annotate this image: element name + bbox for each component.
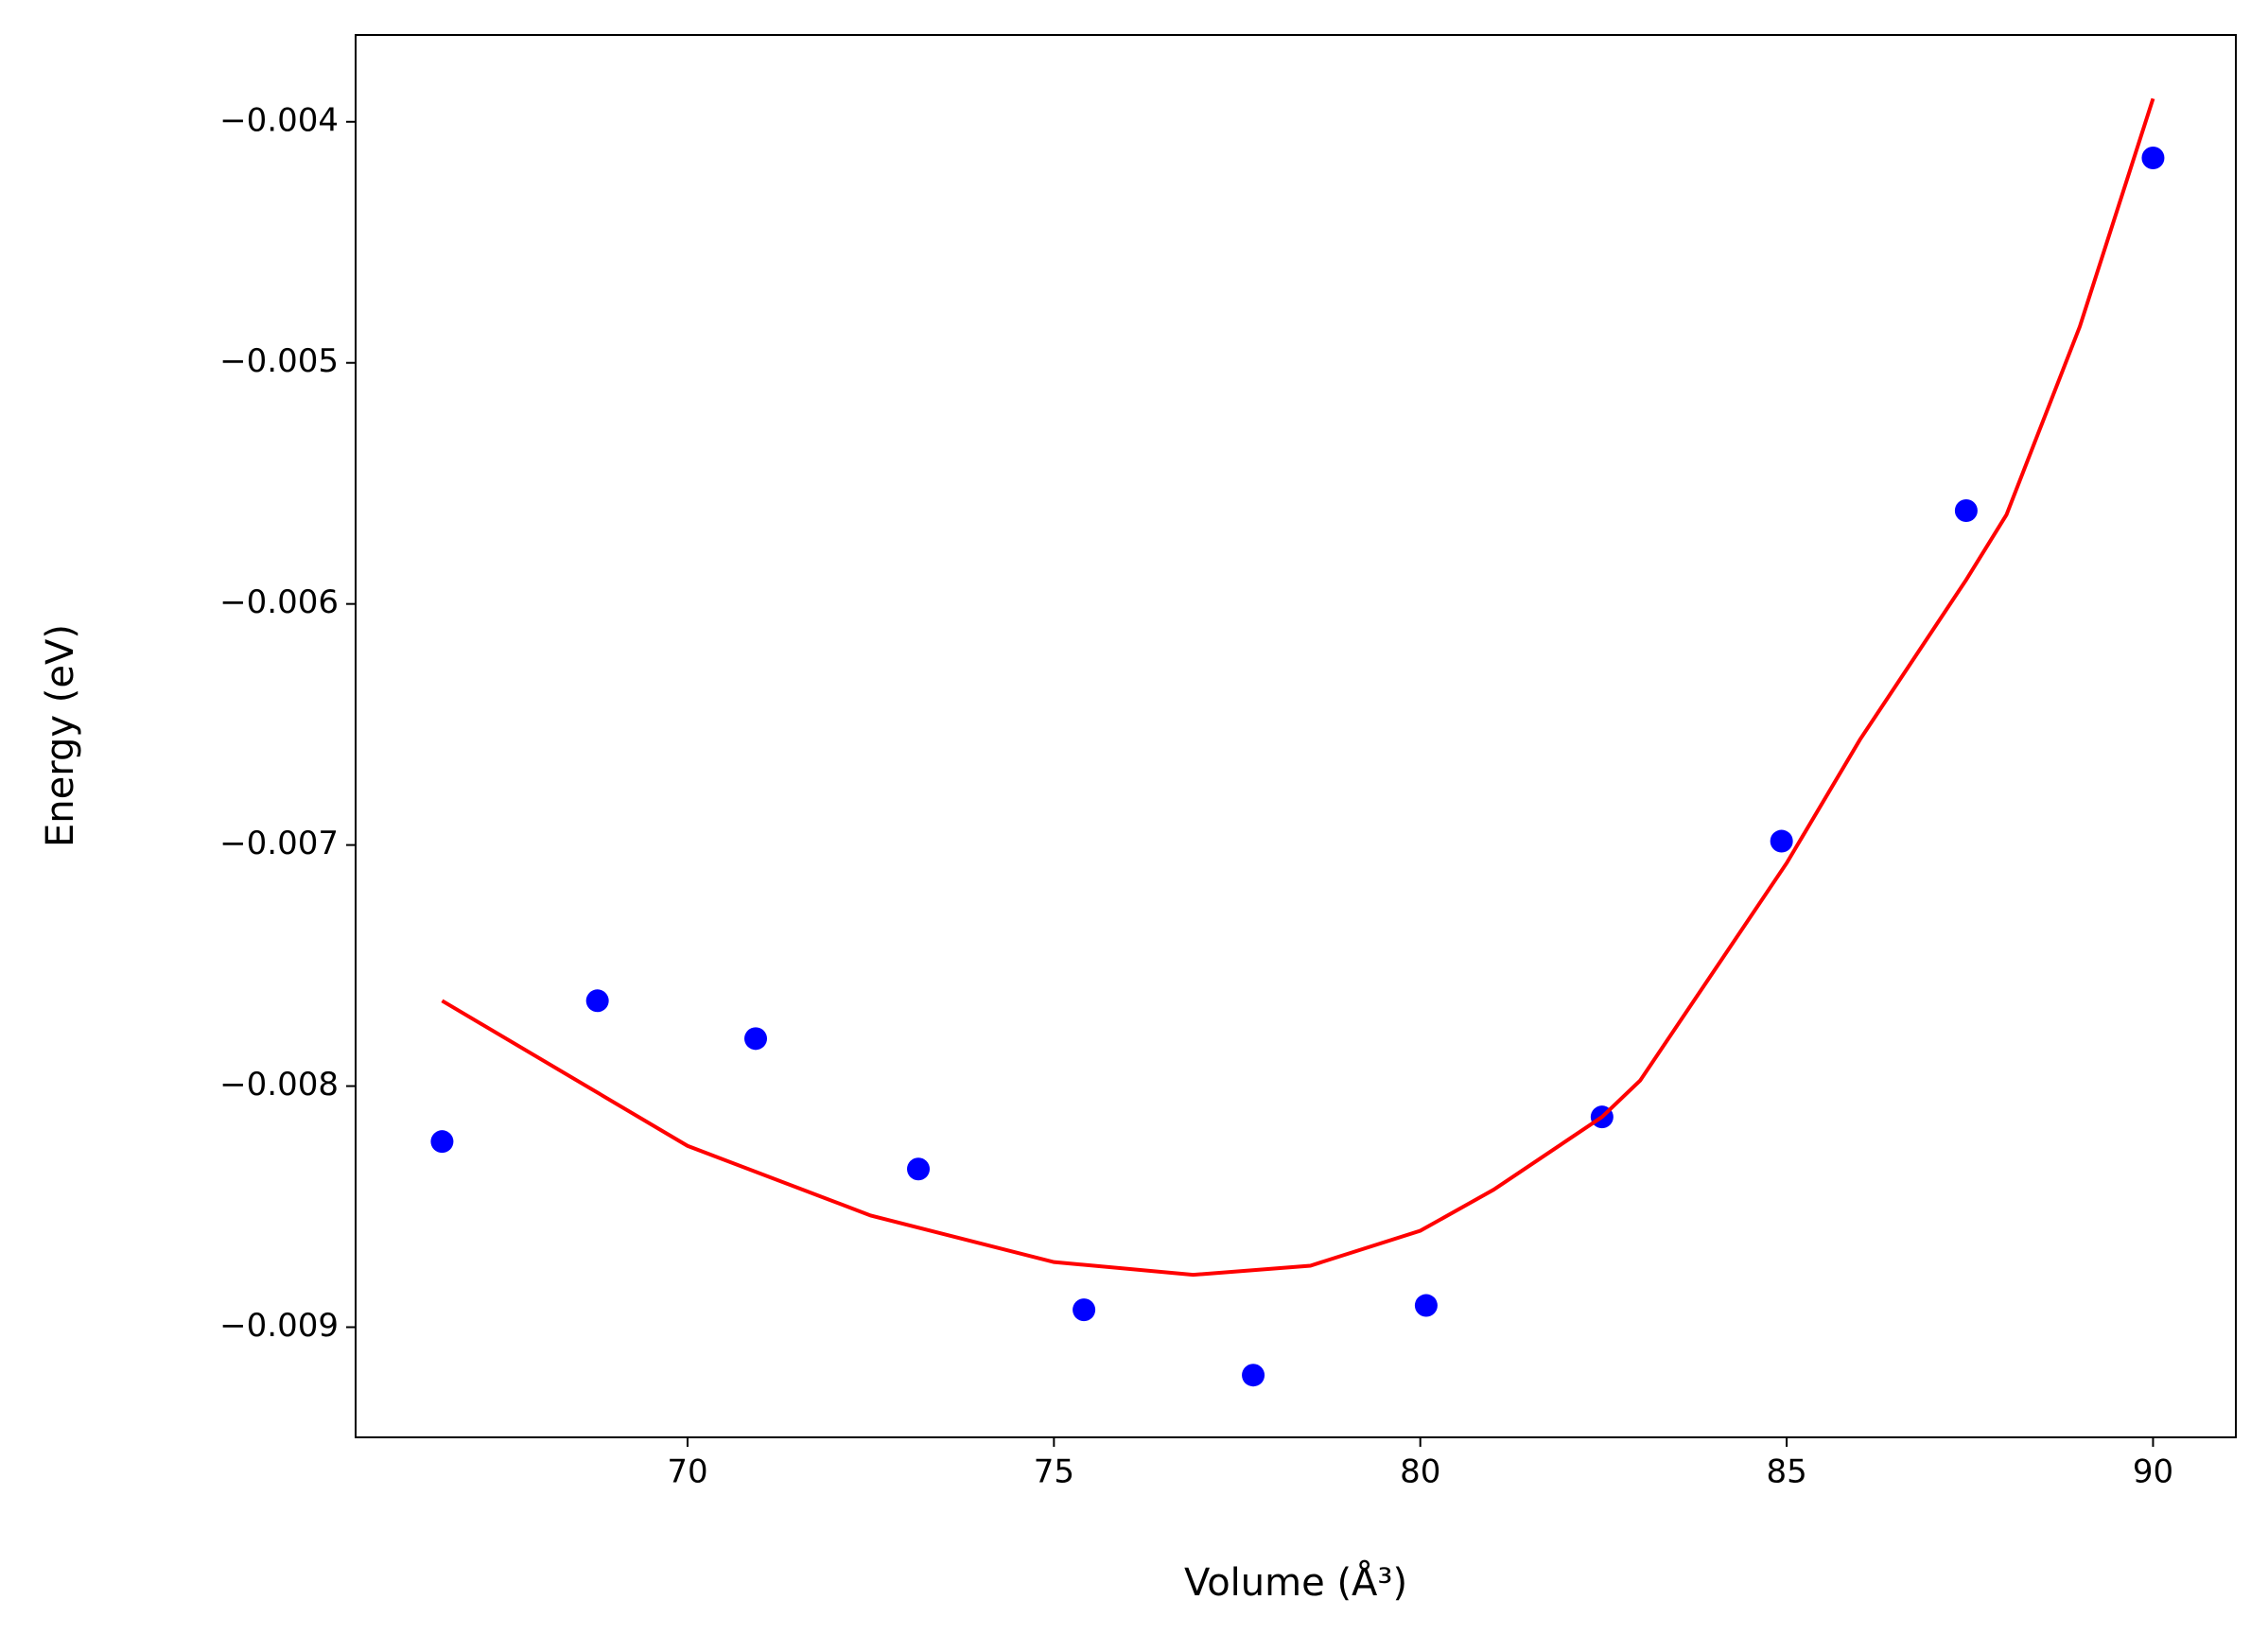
data-point [1073,1298,1096,1322]
x-tick-label: 75 [1034,1453,1074,1491]
y-tick-label: −0.008 [219,1066,339,1104]
plot-frame [355,34,2237,1438]
data-point [744,1027,768,1051]
y-axis-label: Energy (eV) [39,624,82,847]
x-tick-label: 85 [1766,1453,1806,1491]
data-point [2141,147,2165,170]
x-tick-label: 90 [2133,1453,2173,1491]
y-tick-label: −0.006 [219,583,339,621]
data-point [1242,1364,1265,1387]
data-point [585,989,609,1013]
x-axis-label: Volume (Å³) [1184,1559,1407,1605]
data-point [1414,1294,1438,1317]
data-point [1954,499,1978,523]
data-point [430,1130,454,1154]
y-tick-label: −0.004 [219,101,339,139]
fit-line [441,97,2155,1278]
x-tick-label: 80 [1400,1453,1440,1491]
x-tick-label: 70 [667,1453,707,1491]
y-tick-label: −0.009 [219,1307,339,1345]
data-point [907,1157,931,1181]
y-tick-label: −0.007 [219,825,339,862]
y-tick-label: −0.005 [219,342,339,380]
data-point [1770,829,1793,853]
